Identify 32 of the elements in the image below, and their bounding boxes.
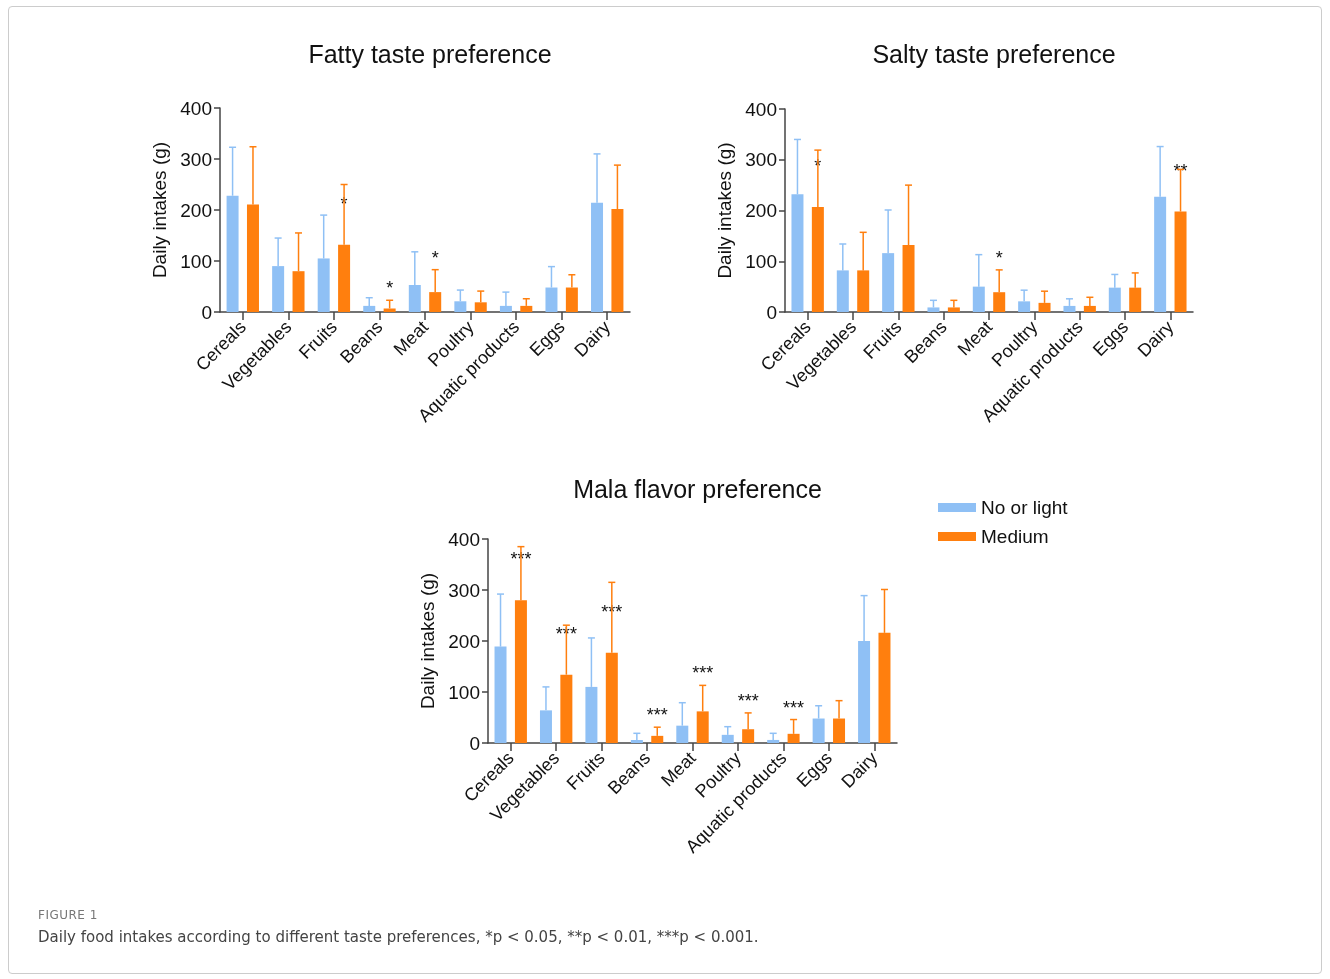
y-tick-label: 400 [180, 97, 212, 119]
chart-title: Salty taste preference [872, 39, 1116, 68]
data-label: * [386, 278, 394, 299]
y-tick-label: 400 [745, 98, 777, 120]
y-axis-title: Daily intakes (g) [417, 572, 439, 710]
legend-label: Medium [981, 526, 1049, 547]
y-tick-label: 300 [448, 579, 480, 601]
y-tick-label: 300 [745, 149, 777, 171]
y-tick-label: 200 [745, 200, 777, 221]
data-label: *** [692, 663, 714, 684]
data-label: *** [737, 690, 759, 711]
y-tick-label: 100 [448, 681, 480, 703]
caption: FIGURE 1 [38, 908, 99, 922]
y-tick-label: 100 [180, 250, 212, 272]
y-tick-label: 300 [180, 148, 212, 170]
y-tick-label: 400 [448, 528, 480, 550]
legend-label: No or light [981, 497, 1069, 518]
data-label: *** [783, 697, 805, 718]
text: Daily food intakes according to different taste preferences, *p < 0.05, **p < 0.01, ***p < 0.001. [38, 928, 760, 946]
y-tick-label: 0 [201, 301, 212, 323]
data-label: *** [646, 705, 668, 726]
data-label: * [995, 247, 1003, 268]
chart-title: Mala flavor preference [573, 474, 822, 503]
y-tick-label: 100 [745, 250, 777, 272]
chart-title: Fatty taste preference [308, 39, 552, 68]
y-tick-label: 200 [448, 630, 480, 652]
data-label: * [431, 247, 439, 268]
y-axis-title: Daily intakes (g) [714, 142, 736, 279]
y-tick-label: 0 [766, 301, 777, 323]
y-tick-label: 200 [180, 199, 212, 221]
y-axis-title: Daily intakes (g) [149, 141, 171, 279]
y-tick-label: 0 [469, 732, 480, 754]
